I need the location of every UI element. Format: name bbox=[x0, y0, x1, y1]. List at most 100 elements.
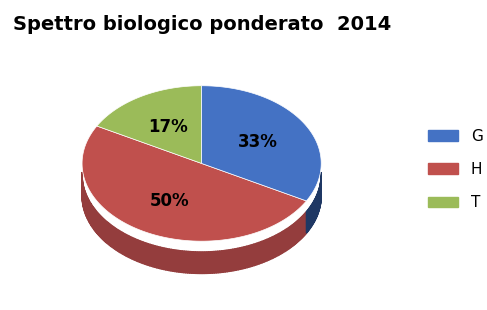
Polygon shape bbox=[301, 216, 302, 238]
Polygon shape bbox=[138, 240, 140, 262]
Polygon shape bbox=[123, 233, 125, 255]
Polygon shape bbox=[222, 251, 224, 272]
Polygon shape bbox=[93, 206, 94, 229]
Polygon shape bbox=[276, 234, 278, 256]
Text: 33%: 33% bbox=[238, 133, 278, 151]
Polygon shape bbox=[311, 204, 312, 227]
Polygon shape bbox=[202, 86, 321, 201]
Polygon shape bbox=[307, 210, 308, 232]
Polygon shape bbox=[305, 212, 306, 234]
Polygon shape bbox=[162, 248, 164, 269]
Polygon shape bbox=[199, 252, 201, 273]
Polygon shape bbox=[112, 226, 113, 248]
Polygon shape bbox=[90, 202, 91, 225]
Polygon shape bbox=[212, 251, 214, 273]
Polygon shape bbox=[231, 249, 233, 271]
Polygon shape bbox=[270, 237, 272, 259]
Polygon shape bbox=[293, 224, 294, 246]
Polygon shape bbox=[104, 219, 105, 242]
Polygon shape bbox=[214, 251, 216, 273]
Polygon shape bbox=[208, 252, 210, 273]
Polygon shape bbox=[182, 251, 184, 272]
Polygon shape bbox=[155, 246, 157, 268]
Polygon shape bbox=[148, 244, 150, 266]
Polygon shape bbox=[273, 236, 275, 258]
Polygon shape bbox=[100, 215, 101, 238]
Polygon shape bbox=[87, 196, 88, 219]
Polygon shape bbox=[171, 249, 173, 271]
Polygon shape bbox=[283, 230, 285, 252]
Polygon shape bbox=[151, 245, 153, 267]
Polygon shape bbox=[101, 216, 102, 239]
Polygon shape bbox=[242, 247, 244, 269]
Polygon shape bbox=[95, 210, 96, 232]
Polygon shape bbox=[262, 241, 264, 263]
Polygon shape bbox=[269, 238, 270, 260]
Polygon shape bbox=[235, 249, 236, 271]
Polygon shape bbox=[264, 240, 265, 262]
Polygon shape bbox=[300, 217, 301, 239]
Polygon shape bbox=[135, 239, 137, 261]
Polygon shape bbox=[291, 225, 293, 247]
Polygon shape bbox=[256, 243, 257, 265]
Polygon shape bbox=[103, 218, 104, 241]
Polygon shape bbox=[203, 252, 205, 273]
Polygon shape bbox=[153, 245, 155, 267]
Polygon shape bbox=[254, 244, 256, 266]
Polygon shape bbox=[252, 244, 254, 266]
Polygon shape bbox=[184, 251, 186, 273]
Polygon shape bbox=[225, 250, 227, 272]
Polygon shape bbox=[88, 198, 89, 221]
Polygon shape bbox=[89, 201, 90, 224]
Polygon shape bbox=[304, 213, 305, 235]
Polygon shape bbox=[97, 212, 98, 235]
Polygon shape bbox=[289, 227, 290, 249]
Polygon shape bbox=[164, 248, 166, 270]
Polygon shape bbox=[195, 252, 197, 273]
Polygon shape bbox=[257, 242, 259, 264]
Polygon shape bbox=[308, 209, 309, 231]
Polygon shape bbox=[306, 211, 307, 233]
Polygon shape bbox=[295, 222, 296, 244]
Polygon shape bbox=[96, 211, 97, 233]
Polygon shape bbox=[238, 248, 240, 270]
Polygon shape bbox=[287, 228, 289, 250]
Polygon shape bbox=[109, 223, 110, 246]
Title: Spettro biologico ponderato  2014: Spettro biologico ponderato 2014 bbox=[13, 15, 391, 34]
Polygon shape bbox=[259, 242, 261, 264]
Polygon shape bbox=[160, 247, 162, 269]
Polygon shape bbox=[310, 206, 311, 228]
Polygon shape bbox=[177, 250, 179, 272]
Polygon shape bbox=[272, 237, 273, 259]
Polygon shape bbox=[265, 239, 267, 261]
Polygon shape bbox=[108, 222, 109, 245]
Polygon shape bbox=[216, 251, 218, 273]
Polygon shape bbox=[206, 252, 208, 273]
Polygon shape bbox=[137, 240, 138, 262]
Polygon shape bbox=[94, 209, 95, 231]
Polygon shape bbox=[267, 239, 269, 261]
Polygon shape bbox=[122, 232, 123, 255]
Text: 17%: 17% bbox=[148, 118, 188, 136]
Polygon shape bbox=[197, 252, 199, 273]
Polygon shape bbox=[116, 229, 118, 251]
Polygon shape bbox=[240, 247, 242, 269]
Polygon shape bbox=[233, 249, 235, 271]
Legend: G, H, T: G, H, T bbox=[422, 122, 487, 216]
Polygon shape bbox=[105, 220, 107, 243]
Polygon shape bbox=[147, 243, 148, 265]
Polygon shape bbox=[224, 250, 225, 272]
Polygon shape bbox=[97, 86, 202, 163]
Polygon shape bbox=[281, 232, 282, 254]
Polygon shape bbox=[140, 241, 142, 263]
Polygon shape bbox=[180, 251, 182, 272]
Polygon shape bbox=[279, 232, 281, 255]
Polygon shape bbox=[173, 250, 175, 272]
Polygon shape bbox=[92, 206, 93, 228]
Polygon shape bbox=[166, 248, 168, 270]
Polygon shape bbox=[244, 246, 245, 268]
Polygon shape bbox=[159, 247, 160, 269]
Polygon shape bbox=[261, 241, 262, 264]
Polygon shape bbox=[186, 251, 188, 273]
Polygon shape bbox=[150, 244, 151, 266]
